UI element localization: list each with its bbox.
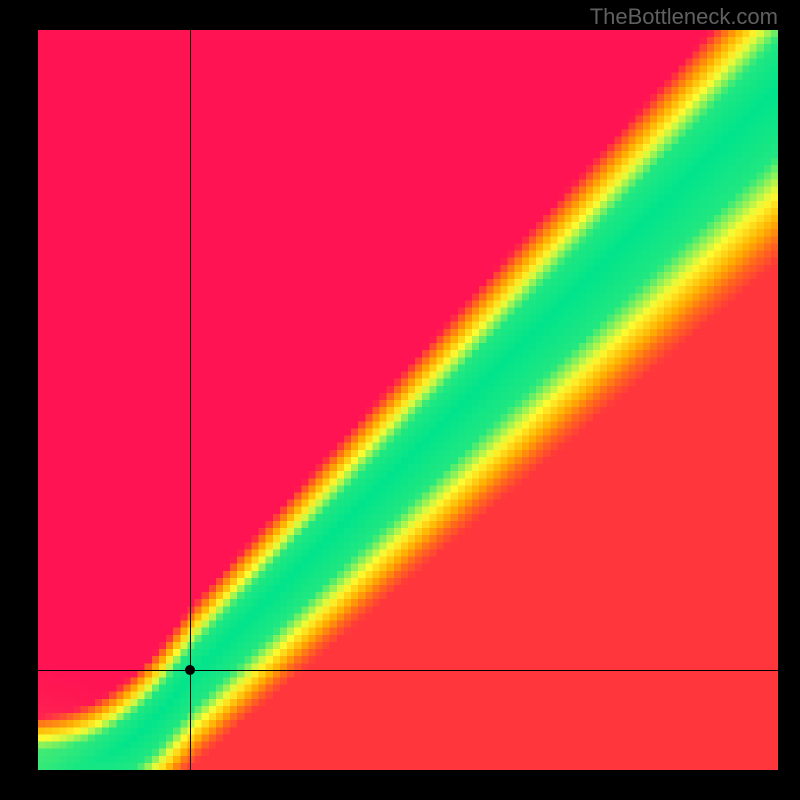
crosshair-horizontal [38,670,778,671]
crosshair-vertical [190,30,191,770]
plot-area [38,30,778,770]
watermark-text: TheBottleneck.com [590,4,778,30]
heatmap-canvas [38,30,778,770]
crosshair-marker [185,665,195,675]
